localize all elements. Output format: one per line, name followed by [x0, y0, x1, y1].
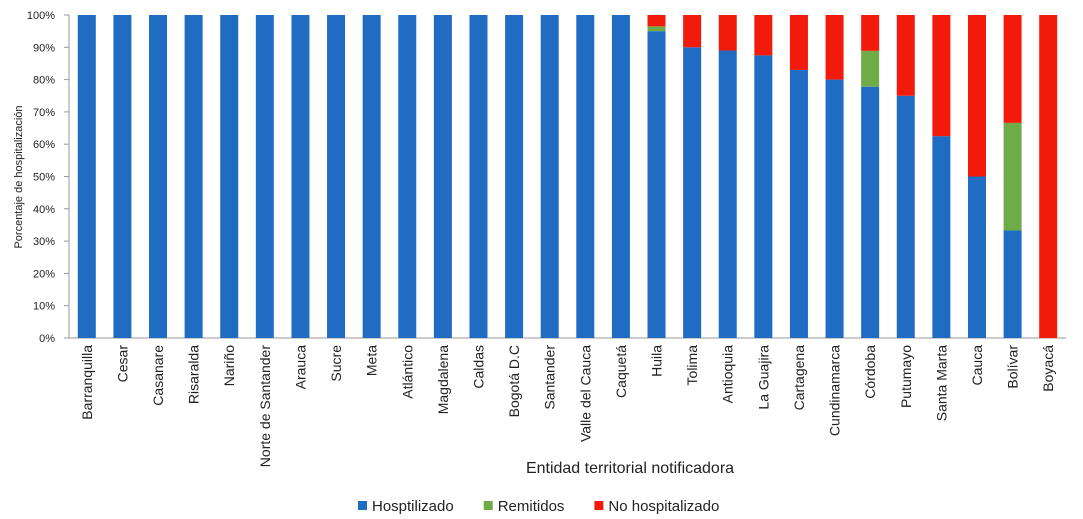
- bar-segment: [1003, 15, 1022, 123]
- bar-segment: [184, 15, 203, 338]
- x-tick-label: Meta: [364, 345, 380, 376]
- x-tick-label: Arauca: [292, 345, 308, 390]
- x-tick-label: Boyacá: [1040, 345, 1056, 392]
- bar-segment: [362, 15, 381, 338]
- y-tick-label: 10%: [33, 301, 55, 313]
- bar-segment: [754, 55, 773, 338]
- legend-swatch: [483, 501, 493, 510]
- bar-segment: [932, 136, 951, 338]
- bar-segment: [1003, 230, 1022, 338]
- bar-segment: [327, 15, 346, 338]
- x-tick-label: Caldas: [470, 345, 486, 389]
- x-tick-label: Norte de Santander: [257, 345, 273, 468]
- bar-segment: [861, 15, 880, 51]
- x-tick-label: Magdalena: [435, 345, 451, 414]
- bar-segment: [576, 15, 595, 338]
- bar-segment: [291, 15, 310, 338]
- y-tick-label: 80%: [33, 75, 55, 87]
- x-tick-label: Cauca: [969, 345, 985, 386]
- bar-segment: [540, 15, 559, 338]
- x-tick-label: Nariño: [221, 345, 237, 386]
- bar-segment: [825, 15, 844, 80]
- bar-segment: [1039, 15, 1058, 338]
- x-tick-label: Bolívar: [1005, 345, 1021, 389]
- bar-segment: [789, 69, 808, 338]
- bar-segment: [220, 15, 239, 338]
- x-tick-label: Caquetá: [613, 345, 629, 398]
- bar-segment: [967, 176, 986, 338]
- bar-segment: [647, 31, 666, 339]
- legend-label: Hosptilizado: [372, 498, 454, 515]
- bar-segment: [754, 15, 773, 56]
- x-axis-title: Entidad territorial notificadora: [526, 460, 734, 477]
- y-tick-label: 50%: [33, 172, 55, 184]
- bar-segment: [789, 15, 808, 70]
- bar-segment: [77, 15, 96, 338]
- x-tick-label: Putumayo: [898, 345, 914, 408]
- bar-segment: [967, 15, 986, 177]
- bar-segment: [896, 15, 915, 96]
- bar-segment: [113, 15, 132, 338]
- x-tick-label: Huila: [649, 345, 665, 377]
- y-tick-label: 20%: [33, 268, 55, 280]
- bar-segment: [683, 47, 702, 339]
- x-tick-label: Sucre: [328, 345, 344, 382]
- x-tick-label: Santander: [542, 345, 558, 410]
- bar-segment: [718, 50, 737, 338]
- x-tick-label: Cartagena: [791, 345, 807, 411]
- y-tick-label: 60%: [33, 139, 55, 151]
- x-tick-label: Risaralda: [186, 345, 202, 404]
- legend-label: No hospitalizado: [608, 498, 719, 515]
- y-tick-label: 90%: [33, 42, 55, 54]
- bar-segment: [896, 95, 915, 338]
- x-tick-label: Barranquilla: [79, 345, 95, 420]
- bar-segment: [611, 15, 630, 338]
- x-tick-label: Córdoba: [862, 345, 878, 399]
- bar-segment: [718, 15, 737, 51]
- x-tick-label: Antioquia: [720, 345, 736, 404]
- y-tick-label: 100%: [27, 10, 55, 22]
- bar-segment: [149, 15, 168, 338]
- legend-swatch: [594, 501, 604, 510]
- y-tick-label: 40%: [33, 204, 55, 216]
- bar-segment: [647, 26, 666, 32]
- bar-segment: [683, 15, 702, 48]
- legend-swatch: [358, 501, 367, 510]
- x-tick-label: Cundinamarca: [827, 345, 843, 436]
- x-tick-label: Tolima: [684, 345, 700, 386]
- y-tick-label: 70%: [33, 107, 55, 119]
- bar-segment: [1003, 122, 1022, 231]
- y-tick-label: 0%: [39, 333, 55, 345]
- x-tick-label: Casanare: [150, 345, 166, 406]
- bar-segment: [825, 79, 844, 338]
- x-tick-label: Bogotá D.C: [506, 345, 522, 417]
- y-axis-title: Porcentaje de hospitalización: [13, 105, 25, 248]
- x-tick-label: La Guajira: [755, 345, 771, 410]
- x-tick-label: Atlántico: [399, 345, 415, 399]
- bar-segment: [861, 50, 880, 87]
- bar-segment: [861, 86, 880, 339]
- y-tick-label: 30%: [33, 236, 55, 248]
- x-tick-label: Cesar: [114, 345, 130, 383]
- bar-segment: [469, 15, 488, 338]
- bar-segment: [433, 15, 452, 338]
- legend-label: Remitidos: [498, 498, 565, 515]
- bar-segment: [647, 15, 666, 27]
- x-tick-label: Valle del Cauca: [577, 345, 593, 442]
- bar-segment: [398, 15, 417, 338]
- x-tick-label: Santa Marta: [933, 345, 949, 421]
- bar-segment: [932, 15, 951, 137]
- bar-segment: [505, 15, 524, 338]
- bar-segment: [255, 15, 274, 338]
